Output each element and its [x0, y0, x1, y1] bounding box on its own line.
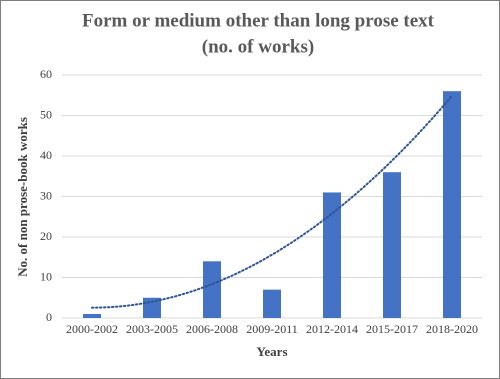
x-tick-label: 2000-2002 [66, 322, 118, 336]
y-tick-label: 10 [40, 269, 52, 283]
y-axis-title: No. of non prose-book works [15, 117, 30, 277]
y-tick-label: 30 [40, 188, 52, 202]
bar [383, 172, 401, 318]
y-tick-label: 40 [40, 148, 52, 162]
chart-title: Form or medium other than long prose tex… [82, 10, 435, 31]
bar [203, 261, 221, 318]
x-tick-label: 2003-2005 [126, 322, 178, 336]
x-tick-label: 2012-2014 [306, 322, 358, 336]
bar [263, 289, 281, 318]
chart-title: (no. of works) [202, 36, 314, 57]
y-tick-label: 20 [40, 229, 52, 243]
bar [83, 313, 101, 318]
x-tick-label: 2015-2017 [366, 322, 418, 336]
y-tick-label: 60 [40, 67, 52, 81]
y-tick-label: 0 [46, 310, 52, 324]
x-tick-label: 2006-2008 [186, 322, 238, 336]
x-tick-label: 2018-2020 [426, 322, 478, 336]
y-tick-label: 50 [40, 107, 52, 121]
x-axis-title: Years [256, 344, 287, 359]
bar [443, 91, 461, 318]
bar [323, 192, 341, 318]
trendline [91, 94, 453, 309]
x-tick-label: 2009-2011 [246, 322, 298, 336]
